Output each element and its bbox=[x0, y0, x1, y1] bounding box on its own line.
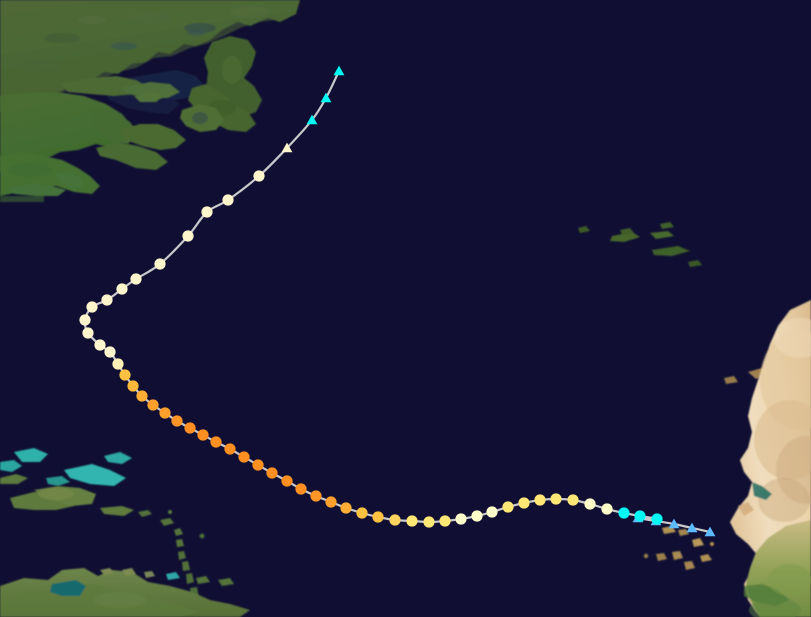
track-marker-circle bbox=[634, 510, 646, 522]
track-marker-circle bbox=[119, 369, 131, 381]
landmass-nova-scotia bbox=[96, 92, 224, 170]
track-marker-circle bbox=[130, 273, 142, 285]
track-marker-circle bbox=[502, 501, 514, 513]
landmass-new-england bbox=[0, 152, 100, 202]
landmass-hispaniola bbox=[0, 474, 96, 510]
landmass-azores bbox=[578, 222, 702, 267]
track-marker-circle bbox=[281, 475, 293, 487]
track-marker-circle bbox=[101, 294, 113, 306]
track-marker-triangle bbox=[281, 142, 293, 153]
track-marker-circle bbox=[486, 506, 498, 518]
landmass-south-america bbox=[0, 568, 250, 617]
landmass-cape-verde bbox=[643, 526, 714, 570]
track-marker-circle bbox=[325, 496, 337, 508]
track-marker-triangle bbox=[333, 65, 345, 76]
track-marker-circle bbox=[136, 390, 148, 402]
track-marker-circle bbox=[252, 459, 264, 471]
track-marker-triangle bbox=[306, 114, 318, 125]
track-marker-circle bbox=[455, 513, 467, 525]
landmass-bahamas bbox=[0, 448, 132, 486]
track-marker-circle bbox=[567, 494, 579, 506]
track-marker-circle bbox=[550, 493, 562, 505]
track-marker-circle bbox=[182, 230, 194, 242]
track-marker-circle bbox=[222, 194, 234, 206]
track-marker-circle bbox=[340, 502, 352, 514]
track-marker-circle bbox=[201, 206, 213, 218]
track-marker-circle bbox=[618, 507, 630, 519]
landmass-west-africa bbox=[730, 300, 811, 617]
track-marker-circle bbox=[82, 327, 94, 339]
track-marker-circle bbox=[171, 415, 183, 427]
track-marker-circle bbox=[112, 358, 124, 370]
track-marker-circle bbox=[184, 422, 196, 434]
track-marker-circle bbox=[534, 494, 546, 506]
track-marker-circle bbox=[471, 510, 483, 522]
track-marker-circle bbox=[197, 429, 209, 441]
track-marker-circle bbox=[406, 515, 418, 527]
track-marker-circle bbox=[356, 507, 368, 519]
track-marker-circle bbox=[224, 443, 236, 455]
track-marker-circle bbox=[389, 514, 401, 526]
track-marker-circle bbox=[601, 503, 613, 515]
track-marker-circle bbox=[423, 516, 435, 528]
track-marker-circle bbox=[253, 170, 265, 182]
track-marker-circle bbox=[159, 407, 171, 419]
landmass-gaspe-peninsula bbox=[60, 76, 180, 98]
track-marker-circle bbox=[266, 467, 278, 479]
track-marker-circle bbox=[310, 490, 322, 502]
track-marker-circle bbox=[104, 346, 116, 358]
track-marker-circle bbox=[86, 301, 98, 313]
track-marker-circle bbox=[295, 483, 307, 495]
track-marker-circle bbox=[127, 380, 139, 392]
track-marker-circle bbox=[210, 436, 222, 448]
track-marker-triangle bbox=[320, 92, 332, 103]
track-marker-circle bbox=[584, 498, 596, 510]
track-marker-circle bbox=[116, 283, 128, 295]
track-marker-circle bbox=[439, 515, 451, 527]
track-marker-circle bbox=[238, 451, 250, 463]
track-marker-triangle bbox=[668, 518, 680, 529]
track-marker-circle bbox=[518, 497, 530, 509]
track-marker-circle bbox=[147, 399, 159, 411]
track-marker-circle bbox=[79, 314, 91, 326]
track-marker-circle bbox=[94, 339, 106, 351]
landmass-puerto-rico bbox=[100, 506, 152, 517]
track-marker-circle bbox=[651, 513, 663, 525]
landmass-newfoundland bbox=[188, 36, 262, 132]
track-marker-triangle bbox=[704, 526, 716, 537]
track-marker-triangle bbox=[686, 522, 698, 533]
track-line bbox=[83, 69, 712, 534]
track-marker-circle bbox=[372, 511, 384, 523]
track-marker-circle bbox=[154, 258, 166, 270]
